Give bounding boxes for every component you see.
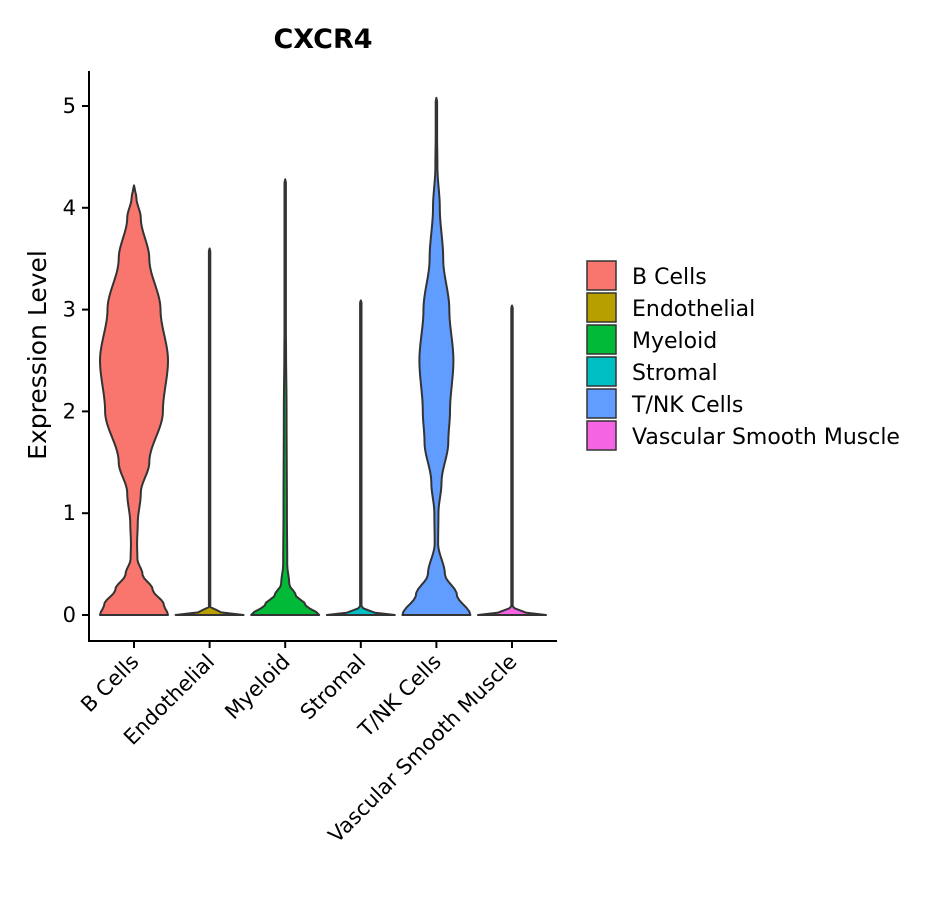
x-tick-label: Myeloid — [220, 650, 294, 724]
violins-group — [99, 96, 547, 616]
legend-label: Endothelial — [632, 297, 755, 322]
legend: B Cells Endothelial Myeloid Stromal T/NK Cel… — [586, 260, 900, 451]
legend-key — [586, 356, 617, 387]
y-tick-label: 3 — [63, 298, 76, 322]
legend-label: B Cells — [632, 265, 707, 290]
y-tick-label: 2 — [63, 399, 76, 423]
violin-vascular-smooth-muscle — [477, 304, 547, 616]
legend-label: Stromal — [632, 361, 718, 386]
y-axis-title: Expression Level — [23, 250, 52, 460]
violin-stromal — [325, 299, 396, 616]
x-tick-label: B Cells — [76, 650, 143, 717]
legend-label: Myeloid — [632, 329, 717, 354]
violin-endothelial — [174, 247, 245, 616]
y-tick-label: 4 — [63, 196, 76, 220]
violin-t-nk-cells — [401, 96, 472, 616]
x-tick-label: Stromal — [296, 650, 371, 725]
legend-label: T/NK Cells — [631, 393, 743, 418]
legend-label: Vascular Smooth Muscle — [632, 425, 900, 450]
chart-title: CXCR4 — [273, 24, 372, 55]
violin-myeloid — [250, 178, 321, 616]
legend-key — [586, 388, 617, 419]
legend-key — [586, 420, 617, 451]
violin-b-cells — [99, 184, 169, 616]
y-tick-label: 5 — [63, 94, 76, 118]
legend-key — [586, 292, 617, 323]
legend-key — [586, 260, 617, 291]
legend-key — [586, 324, 617, 355]
y-tick-label: 1 — [63, 501, 76, 525]
y-tick-label: 0 — [63, 603, 76, 627]
y-axis-ticks: 0 1 2 3 4 5 — [63, 94, 89, 627]
